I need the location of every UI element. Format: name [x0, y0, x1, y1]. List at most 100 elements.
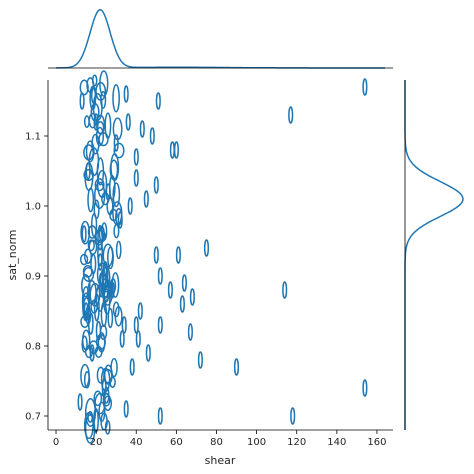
kde-contour — [77, 393, 83, 411]
kde-contour — [94, 178, 105, 192]
right-marginal-plot — [404, 80, 464, 430]
kde-contour — [83, 370, 91, 389]
kde-contour — [83, 115, 90, 128]
x-tick-label: 100 — [247, 437, 266, 448]
kde-contour — [87, 225, 97, 239]
kde-contour — [100, 90, 107, 109]
kde-contour — [109, 208, 118, 222]
kde-contour — [149, 127, 155, 145]
kde-contour — [101, 284, 113, 298]
kde-contour — [133, 169, 139, 187]
kde-contour — [81, 335, 88, 353]
kde-contour — [112, 301, 120, 318]
x-marginal-kde-curve — [56, 8, 385, 69]
y-tick-label: 1.1 — [25, 132, 41, 143]
kde-contour — [133, 148, 139, 166]
kde-contour — [107, 246, 114, 270]
kde-contour — [81, 329, 91, 351]
kde-contour — [104, 419, 111, 435]
x-tick-label: 140 — [327, 437, 346, 448]
kde-contour — [93, 390, 103, 407]
kde-contour — [145, 344, 151, 362]
kde-contour — [143, 190, 149, 208]
y-marginal-kde-curve — [404, 80, 464, 430]
kde-contour — [85, 162, 91, 180]
kde-contour — [79, 79, 89, 96]
kde-contour — [157, 407, 163, 425]
main-plot: 0 20 40 60 80 100 120 140 160 0.7 0.8 0.9 1.0 1.1 sh… — [6, 70, 393, 467]
y-axis-ticks: 0.7 0.8 0.9 1.0 1.1 — [25, 132, 48, 423]
kde-contour — [179, 295, 185, 313]
kde-contour — [79, 92, 85, 110]
y-tick-label: 0.7 — [25, 412, 41, 423]
kde-contour — [87, 239, 95, 252]
kde-contour — [83, 302, 89, 320]
kde-contour — [85, 140, 95, 163]
y-tick-label: 1.0 — [25, 202, 41, 213]
kde-contour — [83, 411, 94, 440]
x-tick-label: 20 — [90, 437, 103, 448]
kde-contour — [113, 223, 120, 239]
kde-contour — [113, 134, 119, 152]
kde-contour — [153, 246, 159, 264]
kde-contour — [127, 197, 133, 215]
kde-contour — [187, 323, 193, 341]
kde-contour — [189, 288, 195, 306]
kde-contour — [153, 176, 159, 194]
kde-contour — [89, 85, 97, 111]
kde-contours — [77, 70, 368, 444]
kde-contour — [89, 282, 101, 307]
kde-contour — [95, 126, 105, 147]
kde-contour — [362, 379, 368, 397]
y-tick-label: 0.8 — [25, 342, 41, 353]
kde-contour — [94, 181, 106, 209]
x-tick-label: 120 — [287, 437, 306, 448]
kde-contour — [113, 142, 125, 159]
kde-contour — [90, 299, 98, 314]
kde-contour — [129, 358, 135, 376]
kde-contour — [137, 302, 143, 320]
kde-contour — [97, 224, 103, 251]
kde-contour — [93, 113, 99, 131]
kde-contour — [80, 220, 91, 245]
kde-contour — [112, 182, 121, 208]
kde-contour — [98, 401, 106, 422]
kde-contour — [157, 316, 163, 334]
kde-contour — [115, 240, 122, 260]
kde-contour — [95, 320, 102, 341]
kde-contour — [167, 281, 173, 299]
y-tick-label: 0.9 — [25, 272, 41, 283]
kde-contour — [282, 281, 288, 299]
x-tick-label: 40 — [130, 437, 143, 448]
x-axis-ticks: 0 20 40 60 80 100 120 140 160 — [53, 430, 387, 448]
kde-contour — [91, 74, 98, 87]
kde-contour — [169, 141, 175, 159]
kde-contour — [181, 274, 187, 292]
kde-contour — [89, 344, 95, 362]
kde-contour — [99, 70, 109, 97]
kde-contour — [95, 229, 107, 243]
kde-contour — [96, 366, 105, 384]
kde-contour — [102, 393, 111, 407]
kde-contour — [91, 133, 100, 155]
kde-contour — [197, 351, 203, 369]
x-tick-label: 80 — [210, 437, 223, 448]
kde-contour — [157, 267, 163, 285]
kde-contour — [111, 272, 120, 298]
kde-contour — [290, 407, 296, 425]
kde-contour — [105, 183, 111, 201]
y-axis-label: sat_norm — [6, 229, 19, 280]
kde-contour — [107, 307, 114, 329]
kde-contour — [173, 141, 179, 159]
kde-contour — [175, 246, 181, 264]
x-axis-label: shear — [205, 454, 236, 467]
kde-contour — [155, 92, 161, 110]
kde-contour — [102, 265, 111, 293]
kde-contour — [109, 281, 115, 299]
kde-contour — [81, 225, 87, 243]
kde-contour — [125, 113, 131, 131]
kde-contour — [123, 400, 129, 418]
kde-contour — [103, 286, 111, 315]
kde-contour — [97, 253, 103, 271]
